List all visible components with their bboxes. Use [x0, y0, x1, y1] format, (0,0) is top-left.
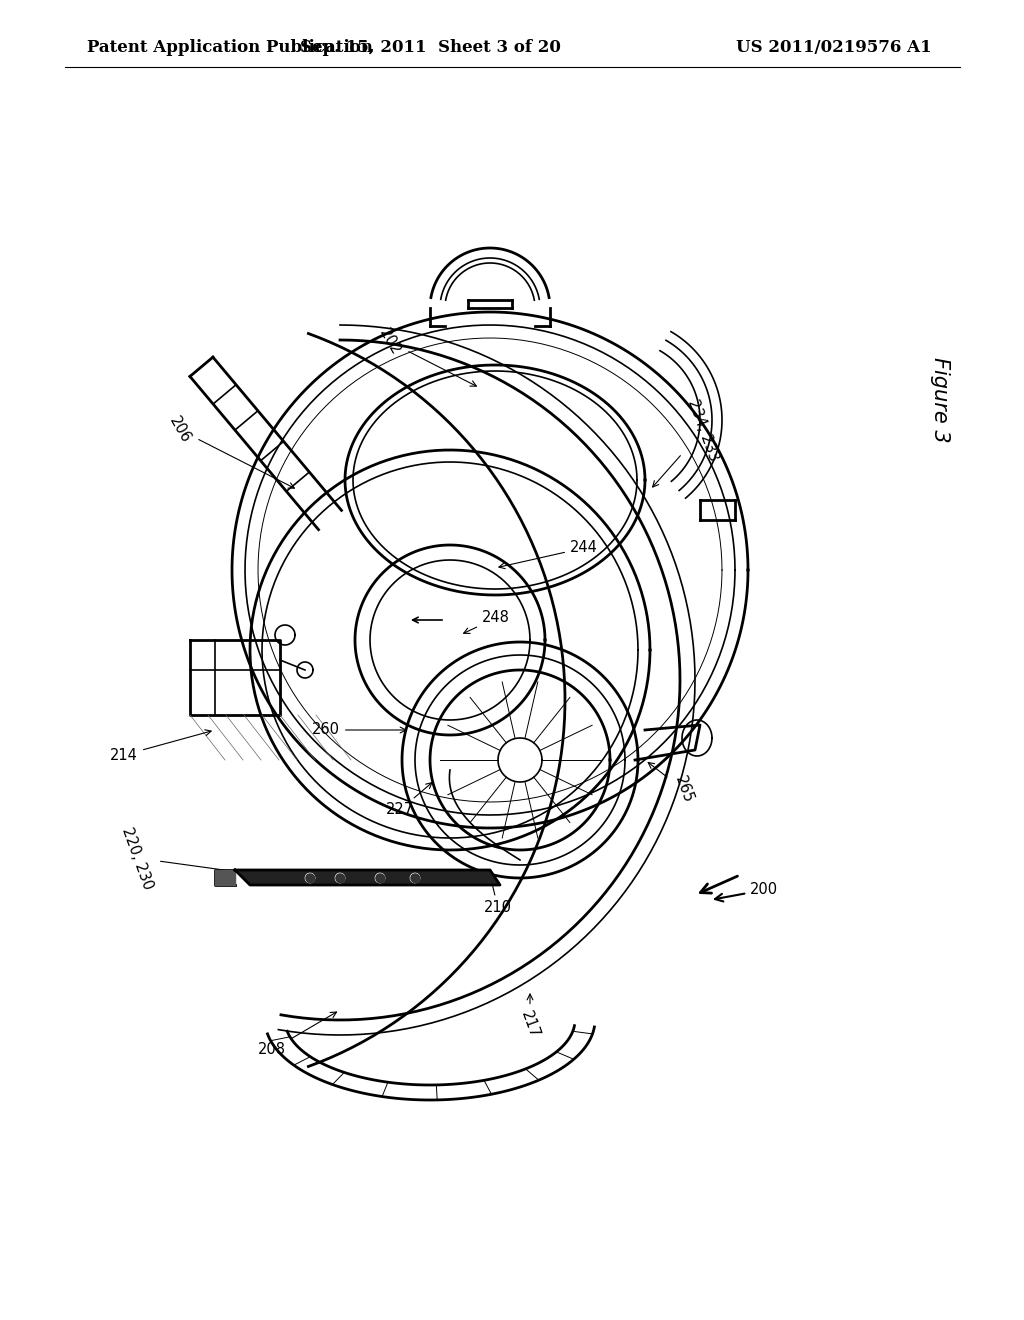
- Text: 214: 214: [111, 730, 211, 763]
- Text: US 2011/0219576 A1: US 2011/0219576 A1: [736, 40, 932, 55]
- Text: 260: 260: [312, 722, 406, 738]
- Text: Sep. 15, 2011  Sheet 3 of 20: Sep. 15, 2011 Sheet 3 of 20: [300, 40, 560, 55]
- Text: 200: 200: [715, 883, 778, 902]
- Text: 202: 202: [377, 326, 476, 387]
- Text: Figure 3: Figure 3: [930, 358, 950, 442]
- Text: 220, 230: 220, 230: [119, 825, 256, 891]
- Text: 265: 265: [648, 763, 695, 805]
- Polygon shape: [234, 870, 500, 884]
- Text: 234, 233: 234, 233: [652, 397, 721, 487]
- Text: 206: 206: [167, 414, 295, 488]
- Text: 227: 227: [386, 783, 432, 817]
- Text: 208: 208: [258, 1012, 337, 1057]
- Text: Patent Application Publication: Patent Application Publication: [87, 40, 373, 55]
- Text: 210: 210: [484, 879, 512, 916]
- Text: 248: 248: [464, 610, 510, 634]
- Polygon shape: [215, 870, 234, 884]
- Text: 244: 244: [499, 540, 598, 569]
- Text: 217: 217: [518, 994, 542, 1040]
